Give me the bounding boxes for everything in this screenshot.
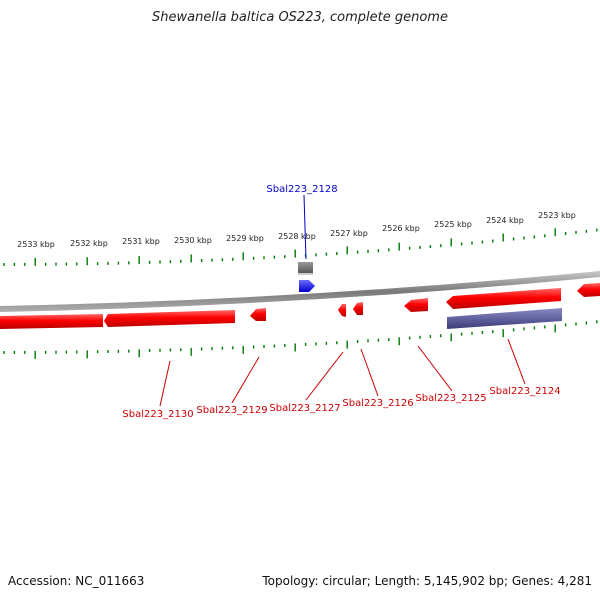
scale-labels: 2533 kbp 2532 kbp 2531 kbp 2530 kbp 2529… xyxy=(17,211,576,249)
gene-sbal223-2130b[interactable] xyxy=(104,310,235,327)
gene-sbal223-2123[interactable] xyxy=(577,283,600,297)
callout-lines xyxy=(159,194,526,407)
gene-sbal223-2124[interactable] xyxy=(446,288,561,309)
reverse-strand-features xyxy=(0,283,600,329)
gene-sbal223-2126[interactable] xyxy=(353,302,363,315)
scale-label: 2524 kbp xyxy=(486,216,524,225)
scale-label: 2523 kbp xyxy=(538,211,576,220)
genome-summary-text: Topology: circular; Length: 5,145,902 bp… xyxy=(262,574,592,588)
scale-label: 2531 kbp xyxy=(122,237,160,246)
gene-sbal223-2125[interactable] xyxy=(404,298,428,312)
long-feature[interactable] xyxy=(447,308,562,329)
gene-labels: Sbal223_2128 Sbal223_2130 Sbal223_2129 S… xyxy=(122,184,560,420)
scale-label: 2530 kbp xyxy=(174,236,212,245)
gene-label-sbal223-2126[interactable]: Sbal223_2126 xyxy=(342,398,413,409)
gene-label-sbal223-2127[interactable]: Sbal223_2127 xyxy=(269,403,340,414)
gene-label-sbal223-2125[interactable]: Sbal223_2125 xyxy=(415,393,486,404)
scale-label: 2525 kbp xyxy=(434,220,472,229)
gene-feature-gray[interactable] xyxy=(298,262,313,275)
outer-scale-ticks xyxy=(3,228,598,266)
gene-label-sbal223-2124[interactable]: Sbal223_2124 xyxy=(489,386,560,397)
gene-label-sbal223-2128[interactable]: Sbal223_2128 xyxy=(266,184,337,195)
map-title: Shewanella baltica OS223, complete genom… xyxy=(152,10,448,25)
scale-label: 2529 kbp xyxy=(226,234,264,243)
scale-label: 2528 kbp xyxy=(278,232,316,241)
gene-sbal223-2129[interactable] xyxy=(250,308,266,321)
scale-label: 2533 kbp xyxy=(17,240,55,249)
scale-label: 2527 kbp xyxy=(330,229,368,238)
scale-label: 2532 kbp xyxy=(70,239,108,248)
genome-backbone xyxy=(0,271,600,312)
gene-label-sbal223-2130[interactable]: Sbal223_2130 xyxy=(122,409,193,420)
gene-sbal223-2127[interactable] xyxy=(338,304,346,317)
scale-label: 2526 kbp xyxy=(382,224,420,233)
gene-sbal223-2130[interactable] xyxy=(0,314,103,329)
gene-label-sbal223-2129[interactable]: Sbal223_2129 xyxy=(196,405,267,416)
forward-strand-features xyxy=(298,262,315,292)
gene-sbal223-2128[interactable] xyxy=(299,280,315,292)
inner-scale-ticks xyxy=(3,320,598,359)
accession-text: Accession: NC_011663 xyxy=(8,574,145,588)
